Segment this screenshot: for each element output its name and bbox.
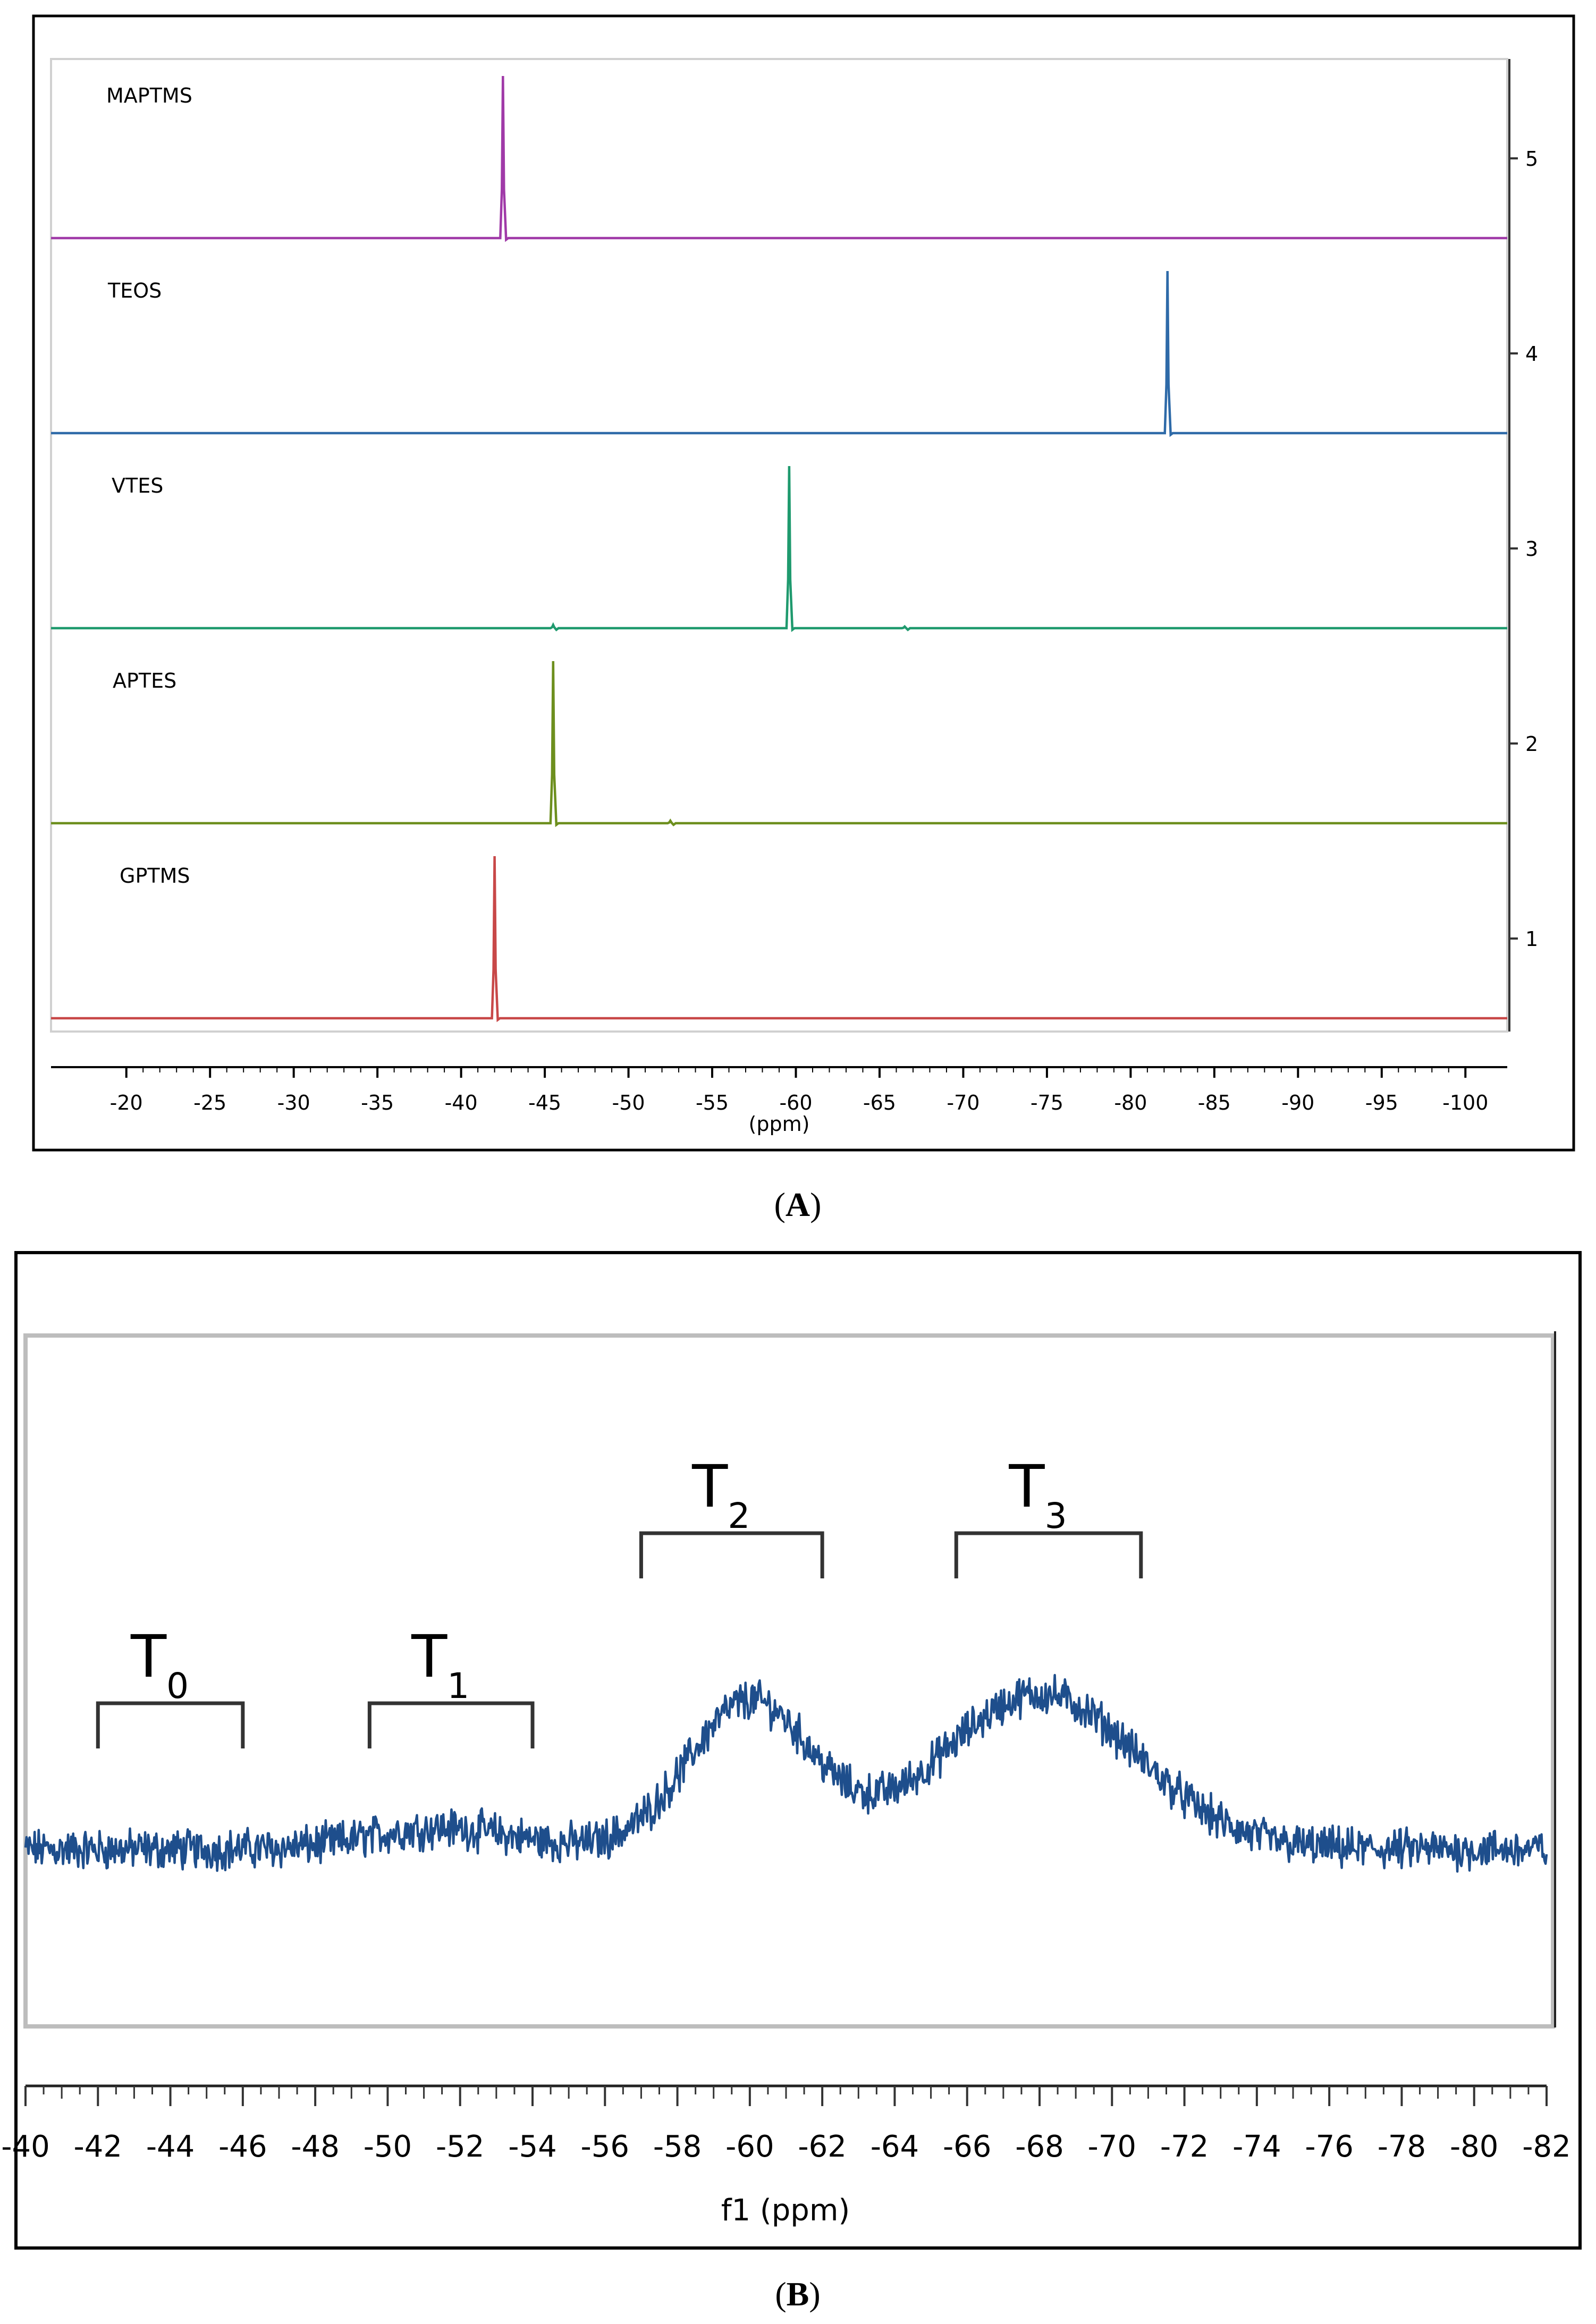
x-tick-label-b: -68 xyxy=(1015,2129,1063,2164)
region-label: T3 xyxy=(1008,1452,1067,1536)
x-ticks-a: -20 -25 -30 -35 -40 -45 -50 -55 -60 -65 -70 -75 -80 -… xyxy=(110,1067,1488,1114)
panel-b-caption: (B) xyxy=(775,2275,820,2313)
region-bracket xyxy=(96,1701,245,1748)
x-tick-label-b: -66 xyxy=(943,2129,991,2164)
x-tick-label-a: -80 xyxy=(1114,1091,1147,1114)
x-tick-label-b: -42 xyxy=(74,2129,122,2164)
spectrum-line-gptms xyxy=(51,856,1507,1022)
x-tick-label-a: -50 xyxy=(612,1091,645,1114)
x-tick-label-b: -52 xyxy=(436,2129,484,2164)
region-t3: T3 xyxy=(954,1452,1143,1578)
x-tick-label-b: -72 xyxy=(1160,2129,1209,2164)
right-ticks-a: 5 4 3 2 1 xyxy=(1509,147,1538,951)
right-tick-label: 5 xyxy=(1525,147,1538,171)
spectrum-line-teos xyxy=(51,271,1507,437)
x-ticks-b: -40 -42 -44 -46 -48 -50 -52 -54 -56 -58 -60 -62 -64-… xyxy=(1,2086,1571,2164)
traces-a: MAPTMS TEOS VTES APTES GPTMS xyxy=(51,75,1507,1022)
region-label: T2 xyxy=(691,1452,750,1536)
region-bracket xyxy=(954,1531,1143,1578)
series-label: APTES xyxy=(113,669,176,692)
spectrum-line-maptms xyxy=(51,75,1507,242)
x-tick-label-b: -48 xyxy=(291,2129,339,2164)
region-label: T0 xyxy=(130,1622,189,1706)
x-tick-label-b: -44 xyxy=(146,2129,195,2164)
trace-b xyxy=(24,1674,1548,1873)
series-gptms: GPTMS xyxy=(51,856,1507,1022)
series-label: GPTMS xyxy=(120,864,190,888)
x-tick-label-b: -58 xyxy=(653,2129,702,2164)
x-tick-label-a: -65 xyxy=(863,1091,896,1114)
x-tick-label-b: -40 xyxy=(1,2129,49,2164)
spectrum-line-aptes xyxy=(51,661,1507,827)
x-tick-label-b: -82 xyxy=(1522,2129,1570,2164)
x-axis-label-b: f1 (ppm) xyxy=(721,2193,850,2228)
x-tick-label-b: -76 xyxy=(1305,2129,1353,2164)
series-aptes: APTES xyxy=(51,661,1507,827)
x-tick-label-b: -64 xyxy=(871,2129,919,2164)
x-tick-label-a: -45 xyxy=(528,1091,561,1114)
x-tick-label-a: -90 xyxy=(1281,1091,1314,1114)
x-tick-label-b: -70 xyxy=(1088,2129,1136,2164)
x-tick-label-b: -78 xyxy=(1378,2129,1426,2164)
right-tick-label: 1 xyxy=(1525,927,1538,951)
x-tick-label-a: -55 xyxy=(696,1091,729,1114)
right-tick-label: 4 xyxy=(1525,342,1538,366)
panel-a-plot-area xyxy=(50,58,1508,1033)
x-tick-label-b: -56 xyxy=(581,2129,629,2164)
panel-a-caption: (A) xyxy=(774,1186,822,1223)
spectrum-line-b xyxy=(24,1674,1548,1873)
x-tick-label-b: -80 xyxy=(1450,2129,1498,2164)
x-axis-label-a: (ppm) xyxy=(749,1112,810,1136)
panel-a-frame xyxy=(32,14,1575,1152)
series-maptms: MAPTMS xyxy=(51,75,1507,242)
region-bracket xyxy=(639,1531,824,1578)
region-bracket xyxy=(367,1701,535,1748)
panel-a: MAPTMS TEOS VTES APTES GPTMS -20 -25 -30 -35 -40… xyxy=(32,14,1575,1152)
regions-b: T0 T1 T2 T3 xyxy=(96,1452,1143,1748)
x-tick-label-a: -20 xyxy=(110,1091,143,1114)
series-label: VTES xyxy=(112,474,163,497)
right-tick-label: 2 xyxy=(1525,732,1538,756)
x-tick-label-b: -60 xyxy=(725,2129,774,2164)
right-tick-label: 3 xyxy=(1525,537,1538,561)
region-t0: T0 xyxy=(96,1622,245,1748)
x-tick-label-a: -25 xyxy=(193,1091,226,1114)
spectrum-line-vtes xyxy=(51,466,1507,632)
x-tick-label-a: -100 xyxy=(1442,1091,1488,1114)
x-tick-label-b: -50 xyxy=(364,2129,412,2164)
region-t1: T1 xyxy=(367,1622,535,1748)
x-tick-label-b: -54 xyxy=(508,2129,556,2164)
x-tick-label-a: -40 xyxy=(445,1091,478,1114)
series-teos: TEOS xyxy=(51,271,1507,437)
x-tick-label-a: -85 xyxy=(1198,1091,1231,1114)
x-tick-label-a: -60 xyxy=(779,1091,812,1114)
series-label: MAPTMS xyxy=(106,84,192,107)
series-label: TEOS xyxy=(107,279,162,302)
panel-b-plot-area xyxy=(23,1333,1555,2029)
region-t2: T2 xyxy=(639,1452,824,1578)
x-tick-label-b: -46 xyxy=(218,2129,267,2164)
x-tick-label-a: -30 xyxy=(277,1091,310,1114)
x-tick-label-a: -95 xyxy=(1365,1091,1398,1114)
x-tick-label-b: -62 xyxy=(798,2129,846,2164)
x-tick-label-a: -70 xyxy=(947,1091,979,1114)
x-tick-label-a: -75 xyxy=(1031,1091,1063,1114)
x-tick-label-b: -74 xyxy=(1232,2129,1281,2164)
series-vtes: VTES xyxy=(51,466,1507,632)
x-tick-label-a: -35 xyxy=(361,1091,394,1114)
region-label: T1 xyxy=(411,1622,469,1706)
